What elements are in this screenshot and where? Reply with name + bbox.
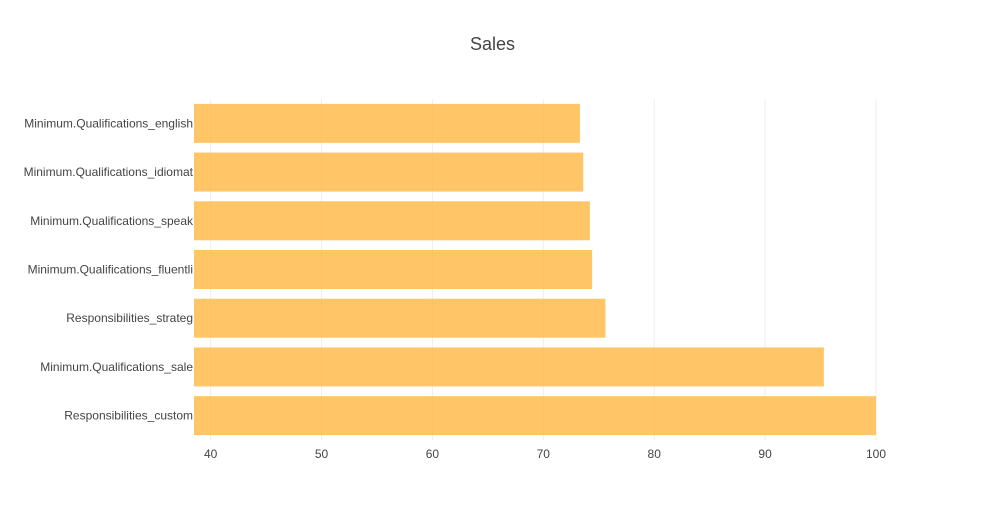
bar-4[interactable]: [194, 298, 606, 338]
x-tick-label-100: 100: [866, 447, 886, 461]
bar-2[interactable]: [194, 201, 590, 241]
y-tick-label-6: Responsibilities_custom: [64, 409, 193, 423]
y-axis-tick-labels: Minimum.Qualifications_english Minimum.Qu…: [24, 116, 194, 422]
y-tick-label-4: Responsibilities_strateg: [66, 311, 193, 325]
chart-title: Sales: [470, 34, 515, 54]
bar-1[interactable]: [194, 152, 584, 192]
x-tick-label-80: 80: [648, 447, 662, 461]
y-tick-label-2: Minimum.Qualifications_speak: [30, 214, 194, 228]
bar-0[interactable]: [194, 103, 580, 143]
x-tick-label-90: 90: [758, 447, 772, 461]
bar-5[interactable]: [194, 347, 824, 387]
x-tick-label-40: 40: [204, 447, 218, 461]
y-tick-label-1: Minimum.Qualifications_idiomat: [24, 165, 194, 179]
y-tick-label-5: Minimum.Qualifications_sale: [40, 360, 193, 374]
y-tick-label-0: Minimum.Qualifications_english: [24, 116, 193, 130]
bar-6[interactable]: [194, 396, 876, 436]
bar-3[interactable]: [194, 250, 593, 289]
x-tick-label-70: 70: [537, 447, 551, 461]
x-tick-label-50: 50: [315, 447, 329, 461]
y-tick-label-3: Minimum.Qualifications_fluentli: [28, 263, 193, 277]
bars: [194, 103, 876, 436]
x-axis-tick-labels: 40 50 60 70 80 90 100: [204, 447, 886, 461]
x-tick-label-60: 60: [426, 447, 440, 461]
